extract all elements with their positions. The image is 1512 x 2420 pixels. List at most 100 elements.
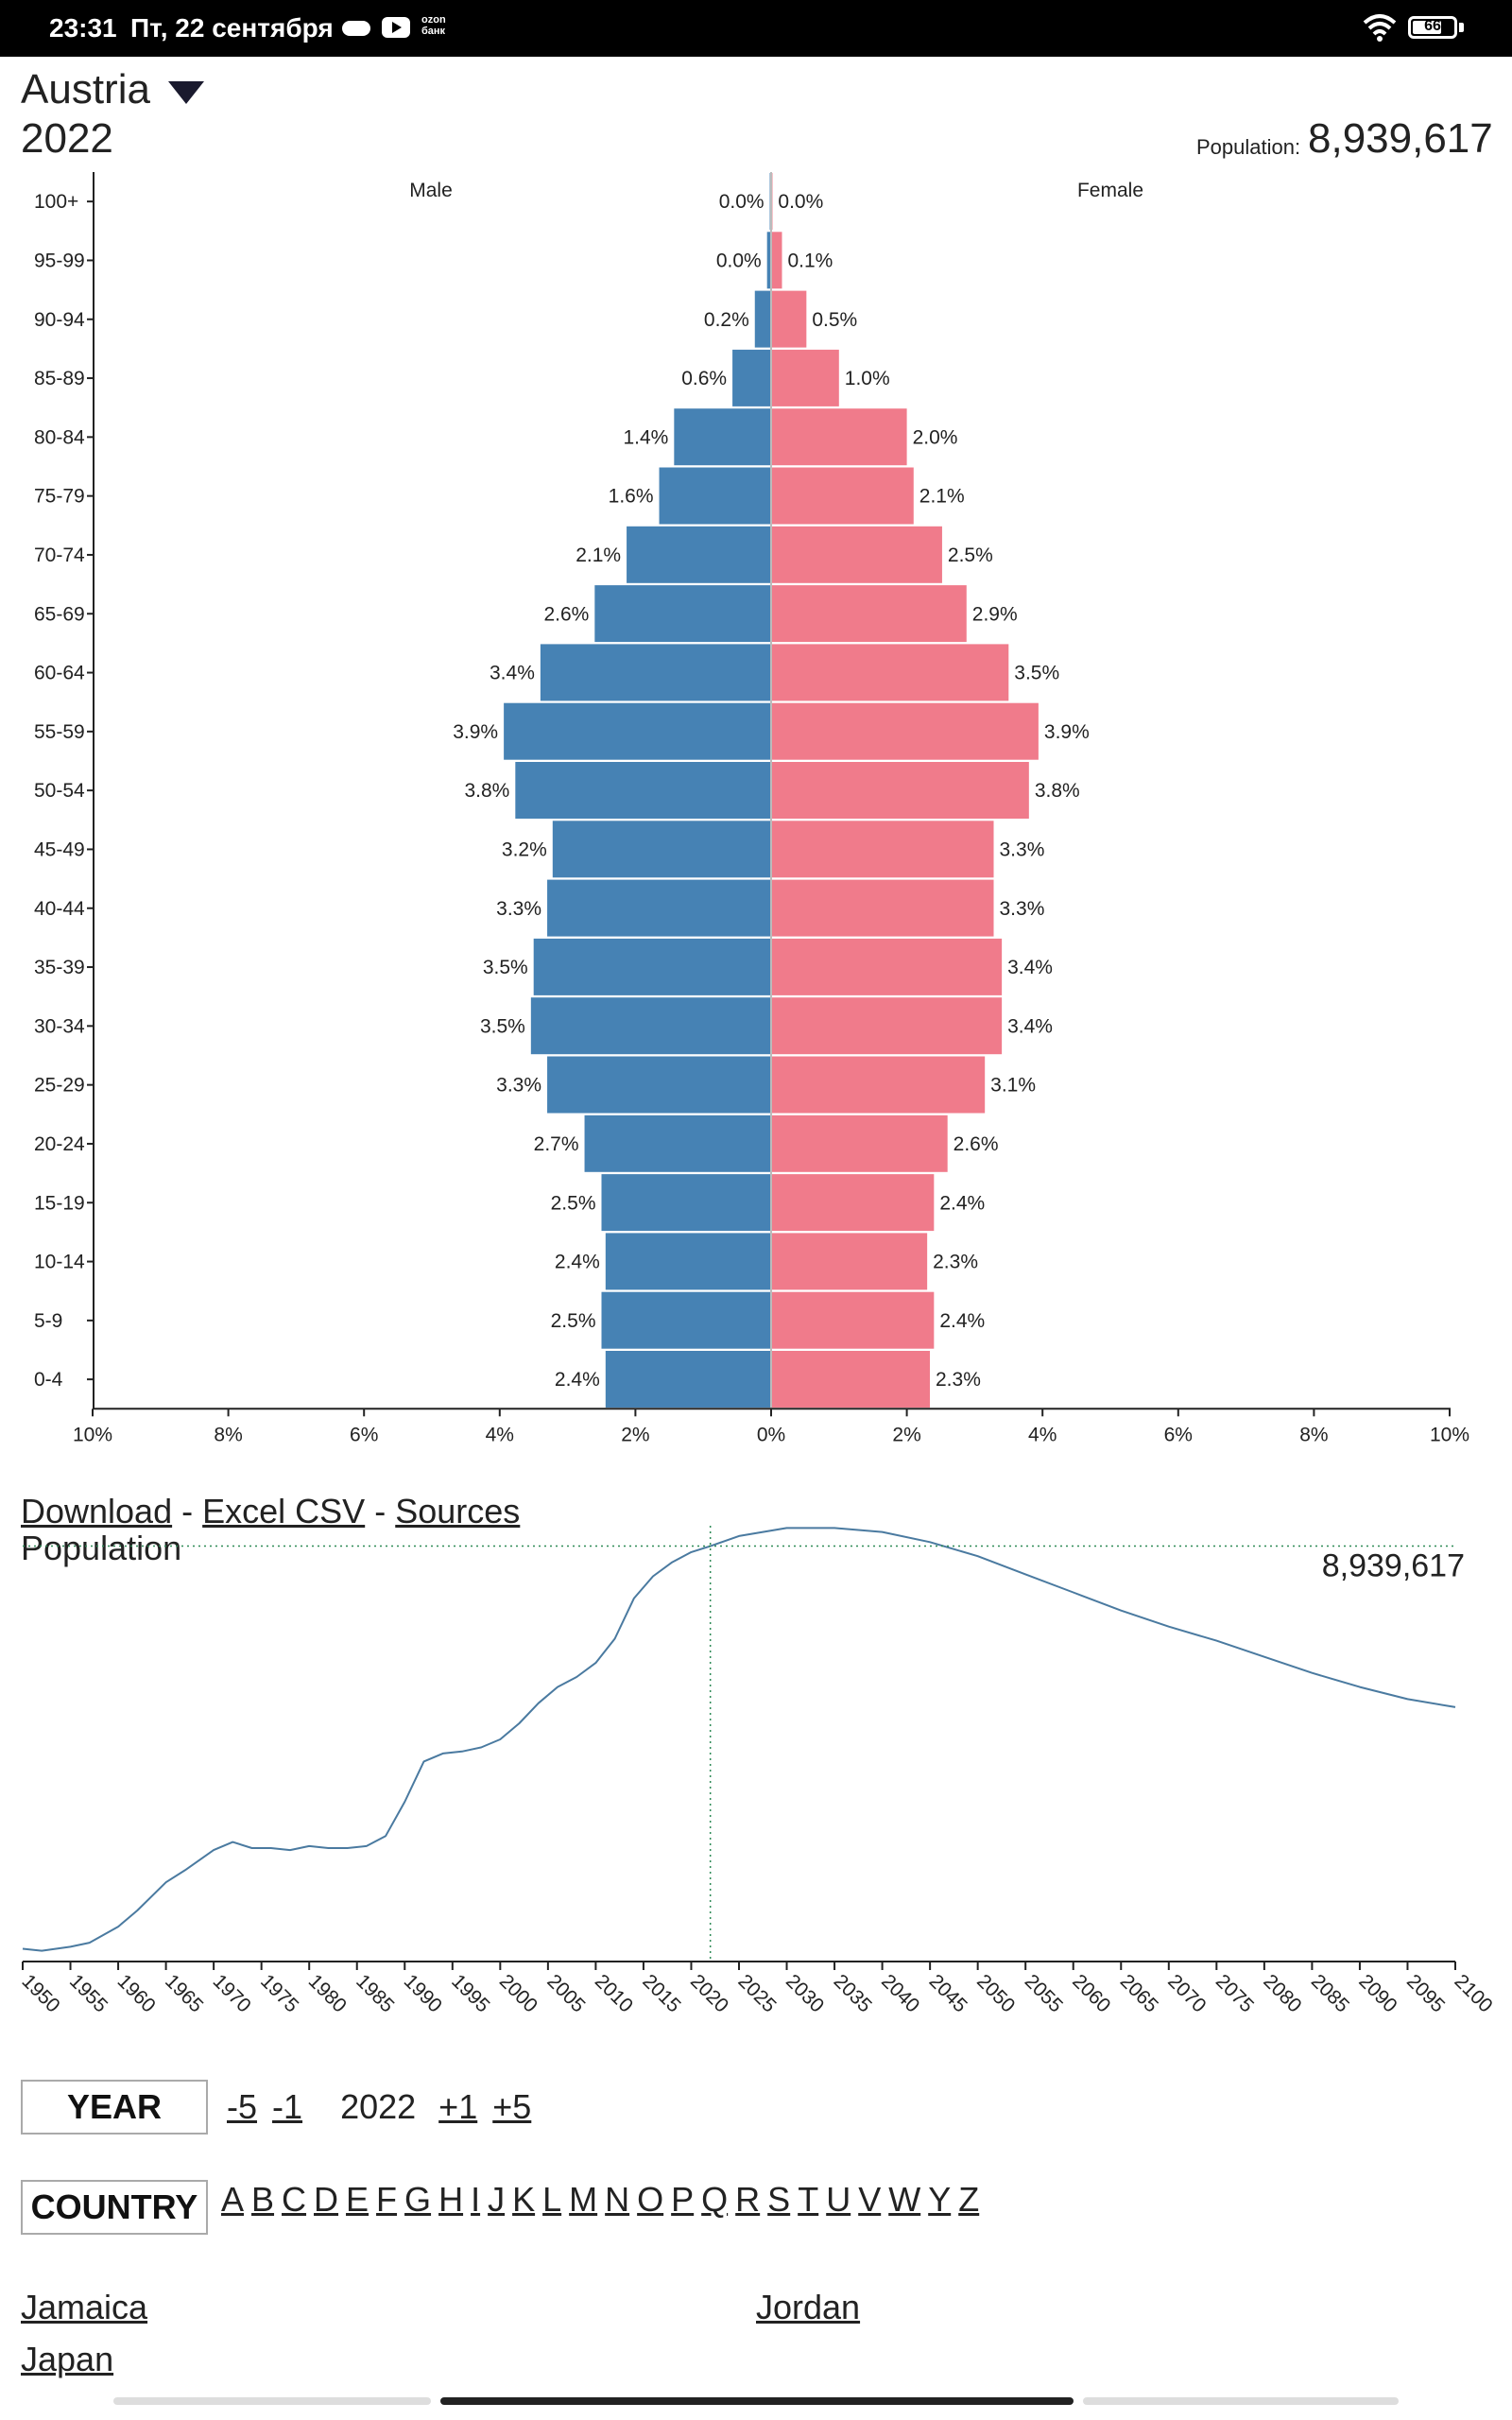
- letter-link-z[interactable]: Z: [958, 2180, 980, 2219]
- x-tick-label: 2%: [892, 1424, 920, 1445]
- x-tick-label: 2%: [621, 1424, 649, 1445]
- age-label: 20-24: [34, 1133, 85, 1155]
- male-value-label: 2.7%: [534, 1133, 579, 1155]
- male-bar: [594, 585, 771, 643]
- letter-link-a[interactable]: A: [221, 2180, 245, 2219]
- year-minus5-link[interactable]: -5: [227, 2087, 258, 2126]
- letter-link-s[interactable]: S: [767, 2180, 791, 2219]
- female-bar: [771, 232, 782, 289]
- country-button[interactable]: COUNTRY: [21, 2180, 208, 2235]
- age-label: 25-29: [34, 1075, 85, 1097]
- x-tick-label: 6%: [350, 1424, 378, 1445]
- year-title: 2022: [21, 115, 113, 162]
- male-bar: [732, 349, 771, 406]
- letter-link-n[interactable]: N: [605, 2180, 630, 2219]
- male-value-label: 3.5%: [480, 1015, 525, 1037]
- year-button[interactable]: YEAR: [21, 2080, 208, 2135]
- nav-handle-right: [1083, 2397, 1399, 2405]
- nav-handle-left: [113, 2397, 431, 2405]
- letter-link-h[interactable]: H: [438, 2180, 464, 2219]
- sources-link[interactable]: Sources: [395, 1492, 521, 1530]
- youtube-icon: [382, 17, 410, 38]
- year-tick-label: 1990: [400, 1970, 446, 2016]
- letter-link-m[interactable]: M: [569, 2180, 598, 2219]
- year-minus1-link[interactable]: -1: [272, 2087, 303, 2126]
- age-label: 65-69: [34, 603, 85, 625]
- year-plus1-link[interactable]: +1: [438, 2087, 478, 2126]
- year-tick-label: 1950: [17, 1970, 63, 2016]
- female-value-label: 3.3%: [1000, 898, 1045, 920]
- letter-link-p[interactable]: P: [671, 2180, 695, 2219]
- x-tick-label: 8%: [1299, 1424, 1328, 1445]
- age-label: 55-59: [34, 721, 85, 743]
- age-label: 45-49: [34, 838, 85, 860]
- letter-link-b[interactable]: B: [251, 2180, 275, 2219]
- male-value-label: 1.4%: [623, 426, 668, 448]
- year-tick-label: 1960: [113, 1970, 160, 2016]
- x-tick-label: 4%: [1028, 1424, 1057, 1445]
- country-link-japan[interactable]: Japan: [21, 2340, 114, 2378]
- letter-link-c[interactable]: C: [282, 2180, 307, 2219]
- excel-csv-link[interactable]: Excel CSV: [202, 1492, 366, 1530]
- letter-link-g[interactable]: G: [404, 2180, 432, 2219]
- year-tick-label: 2045: [925, 1970, 971, 2016]
- letter-link-e[interactable]: E: [346, 2180, 369, 2219]
- country-link-jamaica[interactable]: Jamaica: [21, 2288, 148, 2326]
- year-tick-label: 2040: [877, 1970, 923, 2016]
- download-link[interactable]: Download: [21, 1492, 173, 1530]
- male-value-label: 3.3%: [496, 898, 541, 920]
- letter-link-l[interactable]: L: [542, 2180, 562, 2219]
- male-bar: [627, 526, 771, 583]
- age-label: 60-64: [34, 663, 85, 684]
- year-tick-label: 2050: [972, 1970, 1019, 2016]
- male-bar: [674, 408, 771, 466]
- female-value-label: 3.1%: [990, 1075, 1036, 1097]
- female-value-label: 2.1%: [919, 486, 965, 508]
- letter-link-v[interactable]: V: [858, 2180, 882, 2219]
- male-bar: [605, 1233, 771, 1290]
- female-bar: [771, 938, 1003, 995]
- letter-link-r[interactable]: R: [735, 2180, 761, 2219]
- year-tick-label: 2010: [591, 1970, 637, 2016]
- country-link-jordan[interactable]: Jordan: [756, 2288, 861, 2326]
- female-bar: [771, 467, 914, 525]
- separator: -: [181, 1492, 194, 1530]
- male-value-label: 2.5%: [551, 1192, 596, 1214]
- country-dropdown-icon[interactable]: [168, 81, 204, 104]
- male-bar: [766, 232, 771, 289]
- x-tick-label: 8%: [214, 1424, 242, 1445]
- age-label: 90-94: [34, 309, 85, 331]
- letter-link-i[interactable]: I: [471, 2180, 481, 2219]
- age-label: 85-89: [34, 368, 85, 389]
- letter-link-u[interactable]: U: [826, 2180, 851, 2219]
- male-value-label: 0.2%: [704, 309, 749, 331]
- country-title: Austria: [21, 66, 150, 112]
- year-plus5-link[interactable]: +5: [492, 2087, 532, 2126]
- letter-link-q[interactable]: Q: [701, 2180, 729, 2219]
- letter-link-w[interactable]: W: [888, 2180, 921, 2219]
- male-value-label: 2.4%: [555, 1252, 600, 1273]
- letter-link-k[interactable]: K: [512, 2180, 536, 2219]
- age-label: 95-99: [34, 250, 85, 271]
- year-tick-label: 2060: [1068, 1970, 1114, 2016]
- letter-link-j[interactable]: J: [488, 2180, 506, 2219]
- letter-link-f[interactable]: F: [376, 2180, 398, 2219]
- female-bar: [771, 1115, 948, 1172]
- female-value-label: 0.1%: [787, 250, 833, 271]
- letter-link-y[interactable]: Y: [928, 2180, 952, 2219]
- nav-handle-center[interactable]: [440, 2397, 1074, 2405]
- female-bar: [771, 526, 942, 583]
- male-value-label: 3.4%: [490, 663, 535, 684]
- female-bar: [771, 1233, 928, 1290]
- female-bar: [771, 349, 839, 406]
- ozon-bank-icon: ozon банк: [421, 14, 446, 37]
- letter-link-d[interactable]: D: [314, 2180, 339, 2219]
- age-label: 10-14: [34, 1252, 85, 1273]
- letter-link-o[interactable]: O: [637, 2180, 664, 2219]
- year-tick-label: 1955: [65, 1970, 112, 2016]
- male-label: Male: [409, 180, 453, 201]
- female-value-label: 2.3%: [933, 1252, 978, 1273]
- age-label: 100+: [34, 191, 78, 213]
- letter-link-t[interactable]: T: [798, 2180, 819, 2219]
- female-bar: [771, 644, 1009, 701]
